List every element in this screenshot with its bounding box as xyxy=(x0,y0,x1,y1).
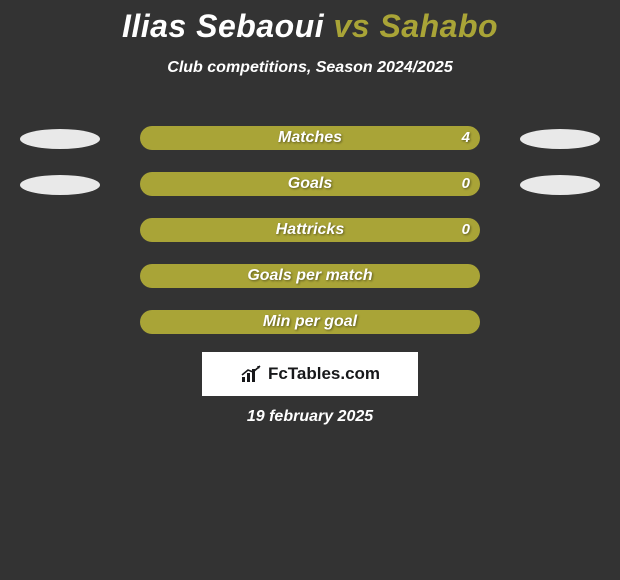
bar-fill-left xyxy=(140,264,480,288)
bar-track xyxy=(140,264,480,288)
chart-icon xyxy=(240,365,262,383)
title: Ilias Sebaoui vs Sahabo xyxy=(0,0,620,45)
stat-row: Hattricks0 xyxy=(0,216,620,262)
stat-row: Goals0 xyxy=(0,170,620,216)
stat-rows: Matches4Goals0Hattricks0Goals per matchM… xyxy=(0,124,620,354)
bar-fill-left xyxy=(140,218,480,242)
bar-track xyxy=(140,218,480,242)
subtitle: Club competitions, Season 2024/2025 xyxy=(0,59,620,77)
stat-row: Goals per match xyxy=(0,262,620,308)
bar-track xyxy=(140,172,480,196)
vs-text: vs xyxy=(333,8,370,44)
player1-name: Ilias Sebaoui xyxy=(122,8,324,44)
right-ellipse xyxy=(520,175,600,195)
stat-row: Matches4 xyxy=(0,124,620,170)
date-text: 19 february 2025 xyxy=(0,408,620,426)
branding-badge: FcTables.com xyxy=(202,352,418,396)
bar-fill-left xyxy=(140,126,480,150)
left-ellipse xyxy=(20,129,100,149)
player2-name: Sahabo xyxy=(379,8,498,44)
bar-track xyxy=(140,310,480,334)
right-ellipse xyxy=(520,129,600,149)
bar-track xyxy=(140,126,480,150)
comparison-infographic: Ilias Sebaoui vs Sahabo Club competition… xyxy=(0,0,620,580)
stat-row: Min per goal xyxy=(0,308,620,354)
bar-fill-left xyxy=(140,172,480,196)
left-ellipse xyxy=(20,175,100,195)
bar-fill-left xyxy=(140,310,480,334)
branding-text: FcTables.com xyxy=(268,364,380,384)
